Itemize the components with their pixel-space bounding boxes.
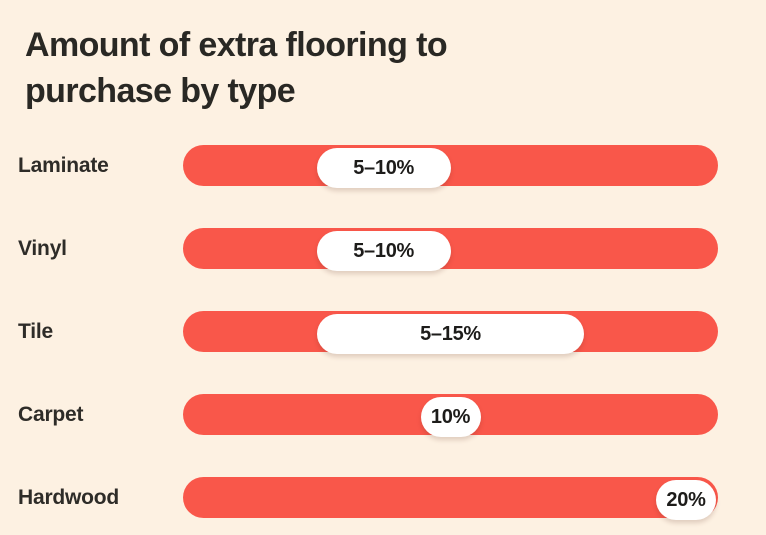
chart-row: Hardwood 20%: [18, 477, 718, 520]
bar: 5–15%: [183, 311, 718, 354]
chart-row: Laminate 5–10%: [18, 145, 718, 188]
bar-chart: Laminate 5–10% Vinyl 5–10% Tile 5–15% Ca…: [0, 145, 766, 520]
category-label: Carpet: [18, 403, 84, 426]
chart-row: Carpet 10%: [18, 394, 718, 437]
value-label: 5–15%: [420, 322, 481, 345]
value-pill: 5–10%: [316, 148, 451, 188]
value-pill: 20%: [656, 480, 716, 520]
value-label: 10%: [430, 405, 471, 428]
category-label: Tile: [18, 320, 53, 343]
category-label: Hardwood: [18, 486, 120, 509]
value-pill: 10%: [420, 397, 481, 437]
value-label: 5–10%: [353, 239, 415, 262]
value-pill: 5–10%: [316, 231, 451, 271]
chart-title: Amount of extra flooring to purchase by …: [25, 26, 448, 110]
value-label: 5–10%: [353, 156, 415, 179]
category-label: Vinyl: [18, 237, 67, 260]
value-pill: 5–15%: [316, 314, 585, 354]
chart-row: Tile 5–15%: [18, 311, 718, 354]
bar: 10%: [183, 394, 718, 437]
category-label: Laminate: [18, 154, 109, 177]
bar: 5–10%: [183, 228, 718, 271]
value-label: 20%: [666, 488, 706, 511]
bar: 20%: [183, 477, 718, 520]
chart-row: Vinyl 5–10%: [18, 228, 718, 271]
bar: 5–10%: [183, 145, 718, 188]
